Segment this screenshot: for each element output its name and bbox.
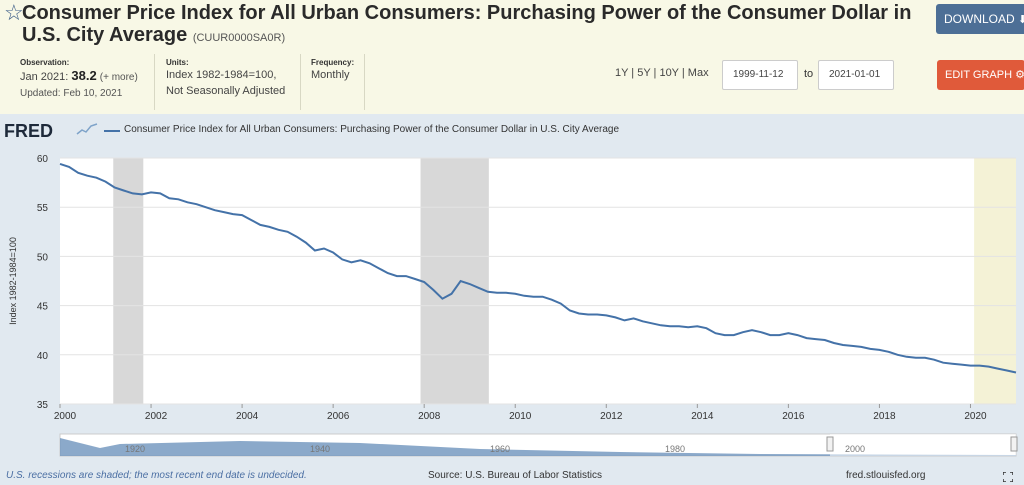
- fullscreen-icon[interactable]: [1003, 472, 1013, 482]
- y-tick-label: 50: [37, 252, 49, 263]
- y-tick-label: 60: [37, 154, 49, 165]
- date-to-label: to: [804, 68, 814, 80]
- navigator-area: [60, 438, 1016, 456]
- y-tick-label: 40: [37, 351, 49, 362]
- series-code: (CUUR0000SA0R): [192, 32, 286, 44]
- gear-icon: ⚙: [1015, 69, 1024, 81]
- frequency-label: Frequency:: [311, 58, 355, 67]
- x-tick-label: 2014: [691, 411, 714, 422]
- observation-date: Jan 2021:: [20, 71, 69, 83]
- x-tick-label: 2010: [509, 411, 532, 422]
- source-credit: Source: U.S. Bureau of Labor Statistics: [428, 470, 602, 481]
- title-band: ☆ Consumer Price Index for All Urban Con…: [0, 0, 1024, 48]
- units-line-2: Not Seasonally Adjusted: [166, 85, 286, 97]
- x-tick-label: 2020: [964, 411, 987, 422]
- navigator-tick-label: 1960: [490, 444, 510, 454]
- recession-band: [420, 158, 489, 404]
- download-icon: ⬇: [1018, 14, 1024, 26]
- units-label: Units:: [166, 58, 189, 67]
- legend-label: Consumer Price Index for All Urban Consu…: [124, 124, 620, 135]
- y-axis-label: Index 1982-1984=100: [8, 237, 18, 325]
- fred-logo: FRED: [4, 121, 53, 141]
- y-tick-label: 55: [37, 203, 49, 214]
- star-outline-icon[interactable]: ☆: [4, 0, 24, 25]
- range-buttons[interactable]: 1Y | 5Y | 10Y | Max: [615, 67, 709, 79]
- page-title-text: Consumer Price Index for All Urban Consu…: [22, 2, 912, 46]
- frequency-value: Monthly: [311, 69, 350, 81]
- frequency-block: Frequency: Monthly: [311, 58, 354, 83]
- undecided-period-shade: [974, 158, 1016, 404]
- meta-divider: [300, 54, 301, 110]
- navigator-tick-label: 1940: [310, 444, 330, 454]
- navigator-selection: [830, 434, 1016, 456]
- date-to-input[interactable]: 2021-01-01: [818, 60, 894, 90]
- download-button[interactable]: DOWNLOAD ⬇: [936, 4, 1024, 34]
- y-tick-label: 45: [37, 302, 49, 313]
- graph-area: 35 40 45 50 55 60 2000 2002 2004 2006 2008 2010 2012…: [0, 114, 1024, 485]
- observation-value: 38.2: [71, 68, 97, 83]
- navigator-handle: [826, 436, 834, 452]
- date-from-input[interactable]: 1999-11-12: [722, 60, 798, 90]
- observation-more-link[interactable]: (+ more): [99, 72, 138, 83]
- site-credit[interactable]: fred.stlouisfed.org: [846, 470, 926, 481]
- units-block: Units: Index 1982-1984=100, Not Seasonal…: [166, 58, 285, 99]
- series-line: [59, 162, 1017, 374]
- series-meta: Observation: Jan 2021: 38.2 (+ more) Upd…: [0, 48, 1024, 114]
- x-tick-label: 2002: [145, 411, 168, 422]
- fred-logo-spark-icon: [76, 123, 98, 135]
- plot-background: [60, 158, 1016, 404]
- x-tick-label: 2016: [782, 411, 805, 422]
- legend-swatch: [104, 130, 120, 132]
- edit-graph-button[interactable]: EDIT GRAPH ⚙: [937, 60, 1024, 90]
- updated-date: Updated: Feb 10, 2021: [20, 88, 123, 99]
- meta-divider: [364, 54, 365, 110]
- units-line-1: Index 1982-1984=100,: [166, 69, 277, 81]
- navigator-handle: [1010, 436, 1018, 452]
- navigator-tick-label: 1920: [125, 444, 145, 454]
- chart: 35 40 45 50 55 60 2000 2002 2004 2006 2008 2010 2012…: [8, 154, 1018, 457]
- download-button-label: DOWNLOAD: [944, 12, 1015, 26]
- page-title: Consumer Price Index for All Urban Consu…: [22, 2, 932, 49]
- navigator-tick-label: 2000: [845, 444, 865, 454]
- x-tick-label: 2006: [327, 411, 350, 422]
- x-tick-label: 2004: [236, 411, 259, 422]
- edit-graph-label: EDIT GRAPH: [945, 69, 1013, 81]
- x-tick-label: 2018: [873, 411, 896, 422]
- observation-label: Observation:: [20, 58, 70, 67]
- y-tick-label: 35: [37, 400, 49, 411]
- navigator-tick-label: 1980: [665, 444, 685, 454]
- x-tick-label: 2008: [418, 411, 441, 422]
- observation-block: Observation: Jan 2021: 38.2 (+ more) Upd…: [20, 58, 138, 99]
- x-tick-label: 2012: [600, 411, 623, 422]
- meta-divider: [154, 54, 155, 110]
- recession-band: [113, 158, 144, 404]
- x-tick-label: 2000: [54, 411, 77, 422]
- recession-note: U.S. recessions are shaded; the most rec…: [6, 470, 307, 481]
